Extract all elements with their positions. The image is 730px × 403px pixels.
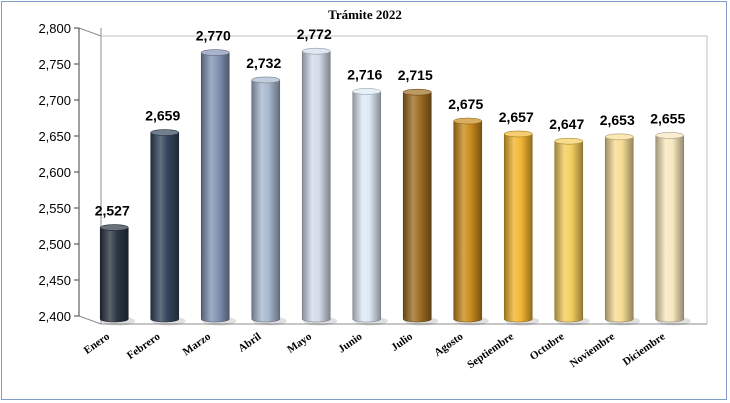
- x-tick-label-julio: Julio: [389, 330, 415, 353]
- data-label-agosto: 2,675: [448, 96, 483, 112]
- bar-top-cap: [301, 47, 331, 55]
- bar-top-cap: [655, 132, 685, 139]
- side-wall-top-edge: [78, 27, 102, 37]
- bar-top-cap: [554, 137, 584, 145]
- bar-top-cap: [200, 49, 230, 56]
- data-label-mayo: 2,772: [297, 26, 332, 42]
- bars: [99, 47, 691, 326]
- data-label-abril: 2,732: [246, 55, 281, 71]
- x-tick-label-octubre: Octubre: [528, 331, 567, 363]
- bar-top-cap: [503, 130, 533, 138]
- bar-diciembre: [655, 135, 685, 323]
- x-tick-label-diciembre: Diciembre: [621, 331, 668, 369]
- bar-agosto: [453, 120, 483, 323]
- data-label-noviembre: 2,653: [600, 112, 635, 128]
- bar-marzo: [200, 52, 230, 323]
- data-label-julio: 2,715: [398, 67, 433, 83]
- bar-abril: [251, 79, 281, 323]
- y-tick-label: 2,400: [38, 309, 71, 324]
- bar-top-cap: [402, 88, 432, 96]
- x-tick-label-septiembre: Septiembre: [465, 331, 516, 372]
- data-label-octubre: 2,647: [549, 116, 584, 132]
- y-tick-label: 2,500: [38, 237, 71, 252]
- y-tick-label: 2,700: [38, 93, 71, 108]
- bar-top-cap: [99, 224, 129, 231]
- data-label-septiembre: 2,657: [499, 109, 534, 125]
- bar-top-cap: [251, 76, 281, 84]
- bar-enero: [99, 227, 129, 323]
- y-tick-labels: 2,400 2,450 2,500 2,550 2,600 2,650 2,700 2,750…: [38, 21, 71, 324]
- x-tick-label-abril: Abril: [236, 331, 263, 355]
- y-tick-label: 2,600: [38, 165, 71, 180]
- bar-junio: [352, 91, 382, 323]
- data-label-febrero: 2,659: [145, 108, 180, 124]
- y-tick-label: 2,750: [38, 57, 71, 72]
- x-tick-label-junio: Junio: [336, 330, 365, 355]
- data-label-enero: 2,527: [95, 203, 130, 219]
- bar-febrero: [150, 132, 180, 323]
- x-tick-label-marzo: Marzo: [181, 330, 214, 358]
- x-tick-label-mayo: Mayo: [285, 330, 314, 356]
- bar-top-cap: [352, 88, 382, 95]
- bar-top-cap: [453, 117, 483, 125]
- floor-left-edge: [78, 315, 102, 325]
- data-label-junio: 2,716: [347, 66, 382, 82]
- x-tick-label-agosto: Agosto: [432, 330, 466, 359]
- data-labels: 2,527 2,659 2,770 2,732 2,772 2,716 2,715 2,675…: [95, 26, 686, 218]
- y-tick-label: 2,650: [38, 129, 71, 144]
- y-tick-label: 2,450: [38, 273, 71, 288]
- bar-top-cap: [604, 133, 634, 141]
- bar-octubre: [554, 140, 584, 323]
- y-tick-label: 2,550: [38, 201, 71, 216]
- x-tick-label-noviembre: Noviembre: [568, 331, 617, 371]
- bar-top-cap: [150, 129, 180, 136]
- x-tick-label-febrero: Febrero: [125, 330, 163, 362]
- bar-septiembre: [503, 133, 533, 323]
- x-tick-labels: Enero Febrero Marzo Abril Mayo Junio Julio Agos…: [82, 330, 668, 371]
- x-tick-label-enero: Enero: [82, 330, 113, 356]
- bar-mayo: [301, 50, 331, 323]
- bar-noviembre: [604, 136, 634, 323]
- data-label-diciembre: 2,655: [650, 110, 685, 126]
- data-label-marzo: 2,770: [196, 28, 231, 44]
- y-tick-label: 2,800: [38, 21, 71, 36]
- chart-title: Trámite 2022: [328, 7, 402, 22]
- bar-julio: [402, 91, 432, 323]
